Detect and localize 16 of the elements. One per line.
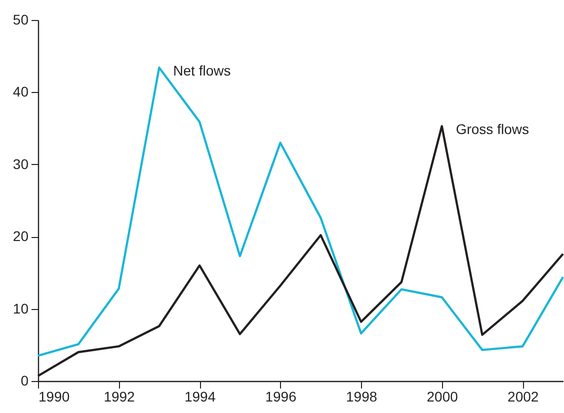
y-tick-label: 20 [12,228,29,244]
series-label: Gross flows [456,121,529,138]
x-tick-label: 1996 [265,388,297,404]
y-tick-label: 0 [20,372,29,388]
x-tick-label: 2002 [508,388,539,404]
y-tick-label: 10 [12,300,29,316]
x-tick-label: 1994 [184,388,216,404]
series-label: Net flows [173,62,231,79]
y-tick-label: 40 [12,84,29,100]
x-tick-label: 2000 [426,388,458,404]
x-tick-label: 1992 [104,388,136,404]
x-tick-label: 1998 [346,388,378,404]
x-tick-label: 1990 [38,388,70,404]
y-tick-label: 50 [12,12,29,28]
line-series [36,66,564,357]
y-tick-label: 30 [12,156,29,172]
